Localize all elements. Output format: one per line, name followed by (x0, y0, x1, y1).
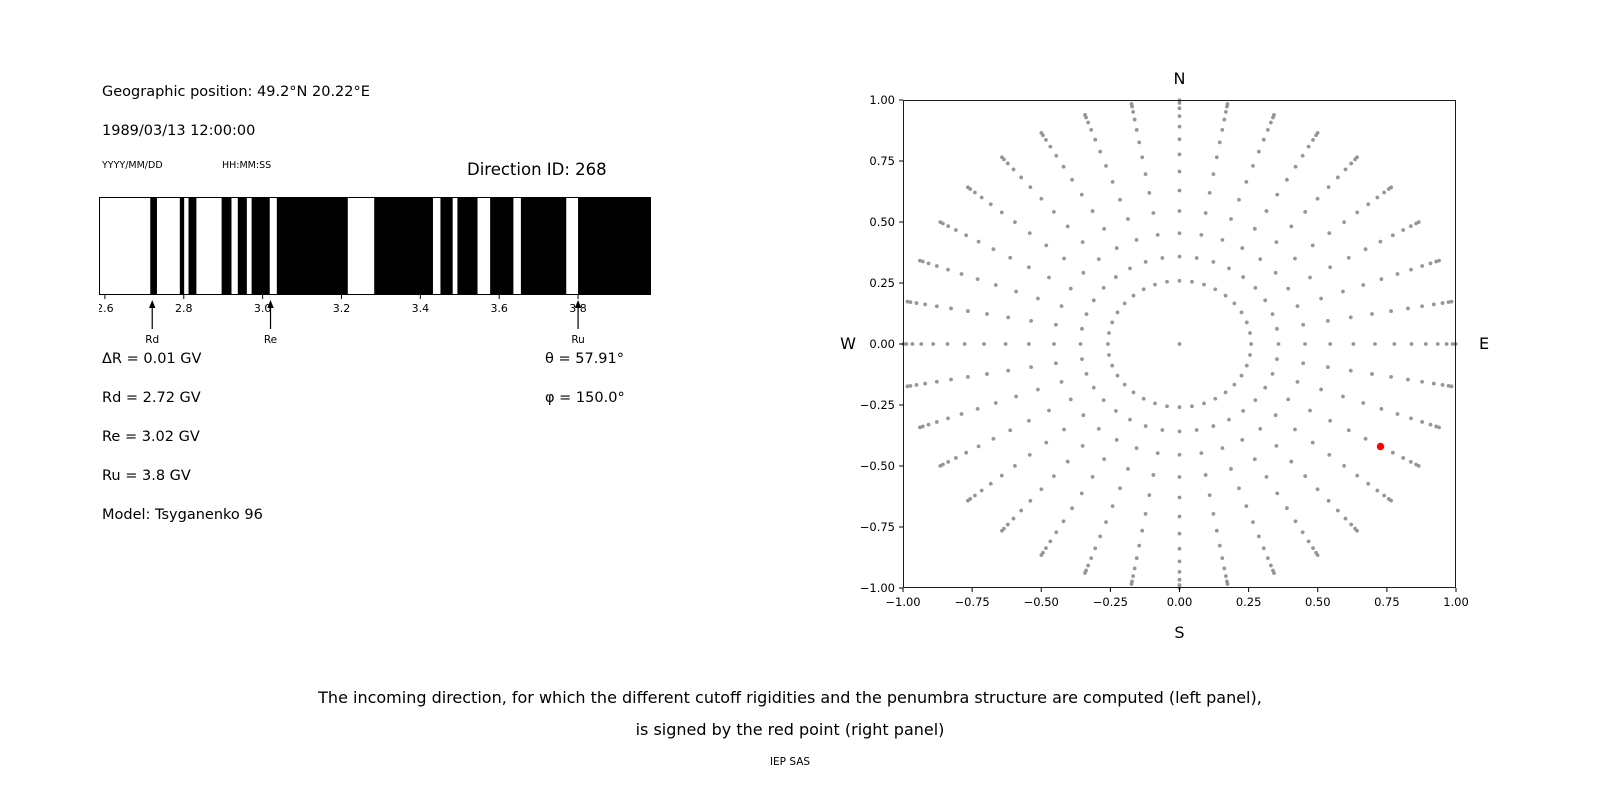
svg-text:Rd: Rd (145, 334, 159, 346)
svg-text:0.75: 0.75 (1374, 595, 1400, 609)
penumbra-chart: 2.6 2.8 3.0 3.2 3.4 3.6 3.8Rd Re Ru (99, 197, 651, 346)
selected-direction-point (1376, 442, 1385, 451)
svg-text:3.0: 3.0 (254, 302, 272, 315)
svg-text:0.25: 0.25 (1236, 595, 1262, 609)
datetime-label: 1989/03/13 12:00:00 (102, 123, 256, 139)
caption-line-2: is signed by the red point (right panel) (635, 720, 945, 739)
svg-text:−1.00: −1.00 (860, 581, 895, 595)
svg-text:0.75: 0.75 (869, 154, 895, 168)
svg-text:2.8: 2.8 (175, 302, 193, 315)
compass-south-label: S (1174, 623, 1184, 642)
svg-text:0.25: 0.25 (869, 276, 895, 290)
penumbra-x-axis: 2.6 2.8 3.0 3.2 3.4 3.6 3.8 (99, 295, 587, 315)
compass-east-label: E (1479, 334, 1489, 353)
svg-text:−0.50: −0.50 (860, 459, 895, 473)
svg-text:2.6: 2.6 (99, 302, 114, 315)
scatter-border (903, 100, 1456, 588)
rd-value: Rd = 2.72 GV (102, 390, 201, 406)
re-value: Re = 3.02 GV (102, 429, 200, 445)
svg-text:Ru: Ru (571, 334, 584, 346)
svg-text:−0.25: −0.25 (860, 398, 895, 412)
svg-text:1.00: 1.00 (869, 93, 895, 107)
svg-text:−0.75: −0.75 (955, 595, 990, 609)
svg-text:−0.25: −0.25 (1093, 595, 1128, 609)
svg-text:3.6: 3.6 (490, 302, 508, 315)
compass-west-label: W (840, 334, 856, 353)
svg-text:−0.50: −0.50 (1024, 595, 1059, 609)
direction-id-label: Direction ID: 268 (467, 160, 607, 179)
penumbra-markers: Rd Re Ru (145, 300, 585, 346)
svg-text:0.50: 0.50 (1305, 595, 1331, 609)
svg-text:0.50: 0.50 (869, 215, 895, 229)
svg-text:−1.00: −1.00 (885, 595, 920, 609)
credit-label: IEP SAS (769, 756, 811, 768)
svg-text:0.00: 0.00 (869, 337, 895, 351)
ru-value: Ru = 3.8 GV (102, 468, 191, 484)
penumbra-bands (150, 198, 651, 294)
time-format-label: HH:MM:SS (222, 160, 272, 171)
date-format-label: YYYY/MM/DD (102, 160, 163, 171)
model-label: Model: Tsyganenko 96 (102, 507, 263, 523)
svg-text:3.4: 3.4 (412, 302, 430, 315)
svg-text:−0.75: −0.75 (860, 520, 895, 534)
caption-line-1: The incoming direction, for which the di… (318, 688, 1262, 707)
phi-value: φ = 150.0° (545, 390, 625, 406)
svg-text:Re: Re (264, 334, 277, 346)
svg-text:1.00: 1.00 (1443, 595, 1469, 609)
theta-value: θ = 57.91° (545, 351, 624, 367)
direction-grid-points (901, 98, 1458, 590)
compass-labels: N S W E (840, 69, 1489, 642)
geographic-position-label: Geographic position: 49.2°N 20.22°E (102, 84, 370, 100)
svg-text:0.00: 0.00 (1167, 595, 1193, 609)
scatter-axes: −1.00 −0.75 −0.50 −0.25 0.00 0.25 0.50 0.75 1.00… (860, 93, 1469, 609)
svg-text:3.2: 3.2 (333, 302, 351, 315)
direction-scatter-chart: −1.00 −0.75 −0.50 −0.25 0.00 0.25 0.50 0.75 1.00… (840, 69, 1489, 642)
delta-r-value: ΔR = 0.01 GV (102, 351, 202, 367)
compass-north-label: N (1174, 69, 1186, 88)
